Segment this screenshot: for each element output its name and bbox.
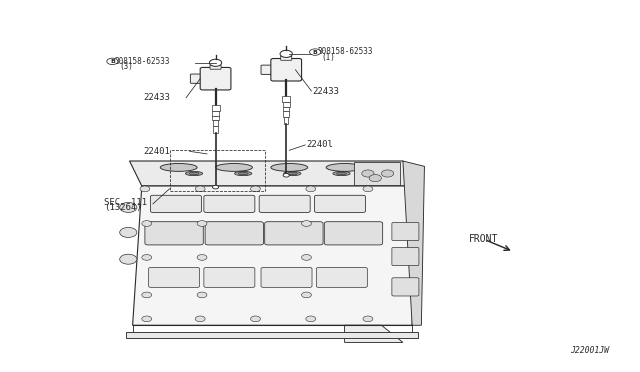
Circle shape [209, 59, 221, 66]
FancyBboxPatch shape [190, 74, 204, 83]
Text: (1): (1) [321, 53, 335, 62]
Circle shape [107, 58, 118, 65]
Bar [283, 107, 289, 111]
Ellipse shape [284, 171, 301, 176]
FancyBboxPatch shape [314, 195, 365, 212]
FancyBboxPatch shape [324, 222, 383, 245]
Text: B: B [110, 59, 115, 64]
Circle shape [310, 49, 321, 55]
Text: (3): (3) [119, 62, 133, 71]
Ellipse shape [238, 172, 248, 175]
Text: 22433: 22433 [143, 93, 170, 102]
Circle shape [301, 254, 312, 260]
Circle shape [363, 316, 373, 322]
Circle shape [362, 170, 374, 177]
Ellipse shape [287, 172, 297, 175]
Bar [282, 96, 290, 102]
Text: FRONT: FRONT [468, 234, 498, 244]
Circle shape [301, 221, 312, 226]
Circle shape [142, 292, 152, 298]
FancyBboxPatch shape [392, 278, 419, 296]
Ellipse shape [271, 164, 308, 171]
Circle shape [369, 174, 381, 182]
FancyBboxPatch shape [127, 332, 419, 339]
Polygon shape [403, 161, 424, 325]
Ellipse shape [216, 164, 252, 171]
Bar [284, 111, 289, 117]
FancyBboxPatch shape [145, 222, 204, 245]
Circle shape [197, 254, 207, 260]
Polygon shape [129, 161, 415, 186]
Circle shape [197, 221, 207, 226]
Circle shape [381, 170, 394, 177]
FancyBboxPatch shape [265, 222, 323, 245]
Circle shape [195, 186, 205, 192]
Text: 22433: 22433 [312, 87, 339, 96]
Ellipse shape [235, 171, 252, 176]
Circle shape [120, 227, 137, 237]
FancyBboxPatch shape [392, 222, 419, 241]
FancyBboxPatch shape [204, 195, 255, 212]
Bar [212, 111, 219, 116]
Circle shape [195, 316, 205, 322]
Circle shape [120, 202, 137, 212]
Bar [212, 105, 220, 111]
FancyBboxPatch shape [259, 195, 310, 212]
Circle shape [140, 186, 150, 192]
Text: 22401: 22401 [143, 147, 170, 156]
Circle shape [251, 316, 260, 322]
FancyBboxPatch shape [204, 267, 255, 288]
Circle shape [306, 186, 316, 192]
FancyBboxPatch shape [316, 267, 367, 288]
Text: J22001JW: J22001JW [570, 346, 609, 355]
Polygon shape [132, 186, 415, 325]
Circle shape [142, 316, 152, 322]
Text: B08158-62533: B08158-62533 [317, 47, 373, 56]
FancyBboxPatch shape [261, 65, 275, 74]
Circle shape [142, 221, 152, 226]
Circle shape [120, 254, 137, 264]
Circle shape [280, 50, 292, 57]
Circle shape [283, 173, 289, 177]
Circle shape [251, 186, 260, 192]
Bar [212, 120, 218, 126]
Bar [212, 116, 219, 120]
Text: (13264): (13264) [104, 203, 141, 212]
Polygon shape [344, 325, 403, 342]
Circle shape [212, 185, 219, 189]
Text: B08158-62533: B08158-62533 [115, 57, 170, 65]
Text: B: B [313, 49, 317, 55]
FancyBboxPatch shape [150, 195, 202, 212]
Ellipse shape [160, 164, 197, 171]
Ellipse shape [333, 171, 350, 176]
Text: 2240l: 2240l [307, 141, 333, 150]
Ellipse shape [186, 171, 203, 176]
FancyBboxPatch shape [392, 247, 419, 266]
Bar [284, 117, 289, 124]
Ellipse shape [326, 164, 363, 171]
Circle shape [363, 186, 373, 192]
FancyBboxPatch shape [200, 67, 231, 90]
FancyBboxPatch shape [148, 267, 200, 288]
FancyBboxPatch shape [261, 267, 312, 288]
Ellipse shape [337, 172, 346, 175]
Circle shape [142, 254, 152, 260]
Circle shape [197, 292, 207, 298]
Bar [283, 102, 289, 107]
FancyBboxPatch shape [210, 65, 221, 69]
FancyBboxPatch shape [205, 222, 264, 245]
Ellipse shape [189, 172, 199, 175]
Circle shape [306, 316, 316, 322]
FancyBboxPatch shape [354, 163, 400, 185]
Bar [213, 126, 218, 133]
Text: SEC. 111: SEC. 111 [104, 198, 147, 206]
FancyBboxPatch shape [271, 58, 301, 81]
FancyBboxPatch shape [281, 56, 292, 60]
Circle shape [301, 292, 312, 298]
